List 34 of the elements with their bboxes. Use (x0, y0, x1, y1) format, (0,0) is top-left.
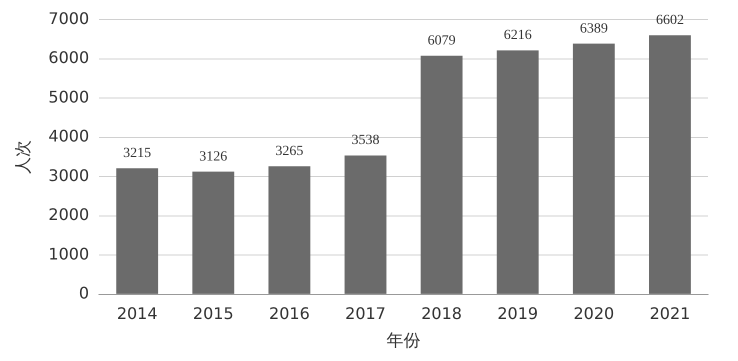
x-tick-label: 2016 (269, 304, 310, 324)
data-label: 6389 (580, 21, 608, 36)
x-tick-label: 2018 (421, 304, 462, 324)
bar (268, 166, 310, 294)
bar (192, 172, 234, 294)
y-axis-title: 人次 (14, 140, 34, 174)
y-tick-label: 5000 (48, 87, 90, 106)
y-tick-label: 4000 (48, 126, 90, 146)
y-tick-label: 3000 (48, 166, 90, 185)
bar (649, 35, 691, 294)
y-tick-label: 7000 (48, 8, 90, 28)
bar (344, 156, 386, 294)
y-tick-label: 6000 (48, 48, 90, 68)
y-tick-label: 2000 (48, 205, 90, 224)
x-tick-label: 2015 (192, 304, 234, 324)
x-tick-label: 2014 (116, 304, 158, 324)
bar (496, 50, 539, 294)
x-axis-title: 年份 (386, 331, 421, 352)
data-label: 6216 (504, 28, 532, 44)
x-tick-label: 2020 (573, 304, 614, 324)
y-tick-label: 1000 (48, 244, 90, 264)
data-label: 3215 (123, 146, 152, 161)
data-label: 3265 (275, 144, 304, 159)
data-label: 6079 (428, 33, 456, 48)
data-label: 6602 (656, 12, 684, 28)
data-label: 3126 (199, 149, 228, 164)
bar (572, 44, 615, 294)
x-tick-label: 2019 (497, 304, 538, 324)
bar (116, 168, 158, 294)
data-label: 3538 (352, 133, 380, 148)
y-tick-label: 0 (78, 284, 90, 303)
x-tick-label: 2021 (650, 304, 690, 324)
x-tick-label: 2017 (345, 304, 386, 324)
bar (420, 56, 463, 294)
